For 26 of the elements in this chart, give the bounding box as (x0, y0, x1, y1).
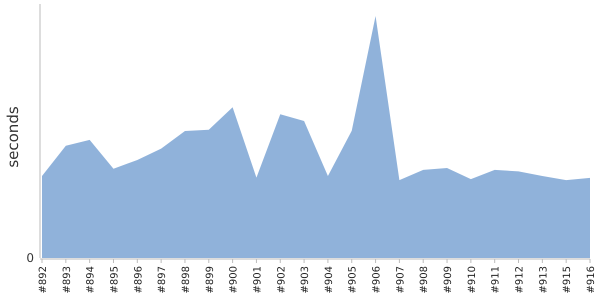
x-tick-label: #915 (562, 266, 574, 294)
x-tick-label: #904 (324, 266, 335, 294)
x-tick-label: #909 (443, 266, 454, 294)
x-tick-label: #913 (538, 266, 550, 294)
x-tick-label: #902 (276, 266, 288, 294)
x-tick-label: #900 (228, 266, 240, 294)
text: 0 (26, 251, 34, 266)
x-tick-label: #893 (62, 266, 73, 294)
y-axis-title: seconds (4, 106, 22, 168)
x-tick-label: #895 (109, 266, 120, 294)
x-tick-label: #912 (514, 266, 526, 294)
x-tick-label: #910 (466, 266, 478, 294)
x-tick-label: #916 (586, 266, 597, 294)
x-tick-label: #905 (348, 266, 359, 294)
x-tick-label: #901 (252, 266, 264, 294)
x-tick-label: #894 (86, 266, 97, 294)
x-tick-label: #907 (395, 266, 406, 294)
x-tick-label: #896 (133, 266, 144, 294)
x-tick-label: #898 (180, 266, 192, 294)
x-tick-label: #908 (419, 266, 430, 294)
x-tick-label: #911 (490, 266, 502, 294)
x-tick-label: #906 (372, 266, 383, 294)
x-tick-label: #897 (157, 266, 168, 294)
x-tick-label: #892 (38, 266, 49, 294)
x-tick-label: #899 (204, 266, 216, 294)
x-tick-label: #903 (300, 266, 312, 294)
